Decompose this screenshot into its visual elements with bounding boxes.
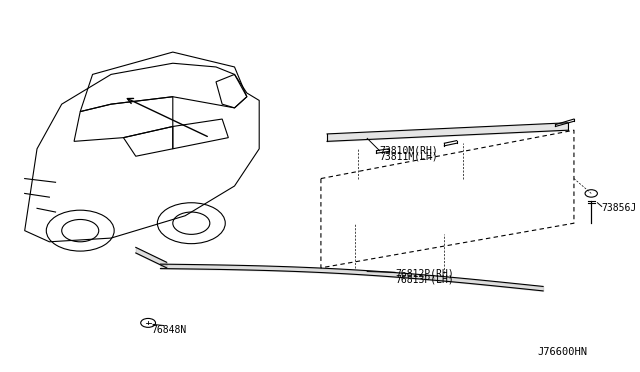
Text: J76600HN: J76600HN [537,347,587,356]
Text: 76812P(RH): 76812P(RH) [395,269,454,278]
Text: 73810M(RH): 73810M(RH) [380,146,438,155]
Text: 73856J: 73856J [602,203,637,213]
Text: 73811M(LH): 73811M(LH) [380,152,438,162]
Text: 76848N: 76848N [151,326,186,335]
Text: 76813P(LH): 76813P(LH) [395,275,454,285]
